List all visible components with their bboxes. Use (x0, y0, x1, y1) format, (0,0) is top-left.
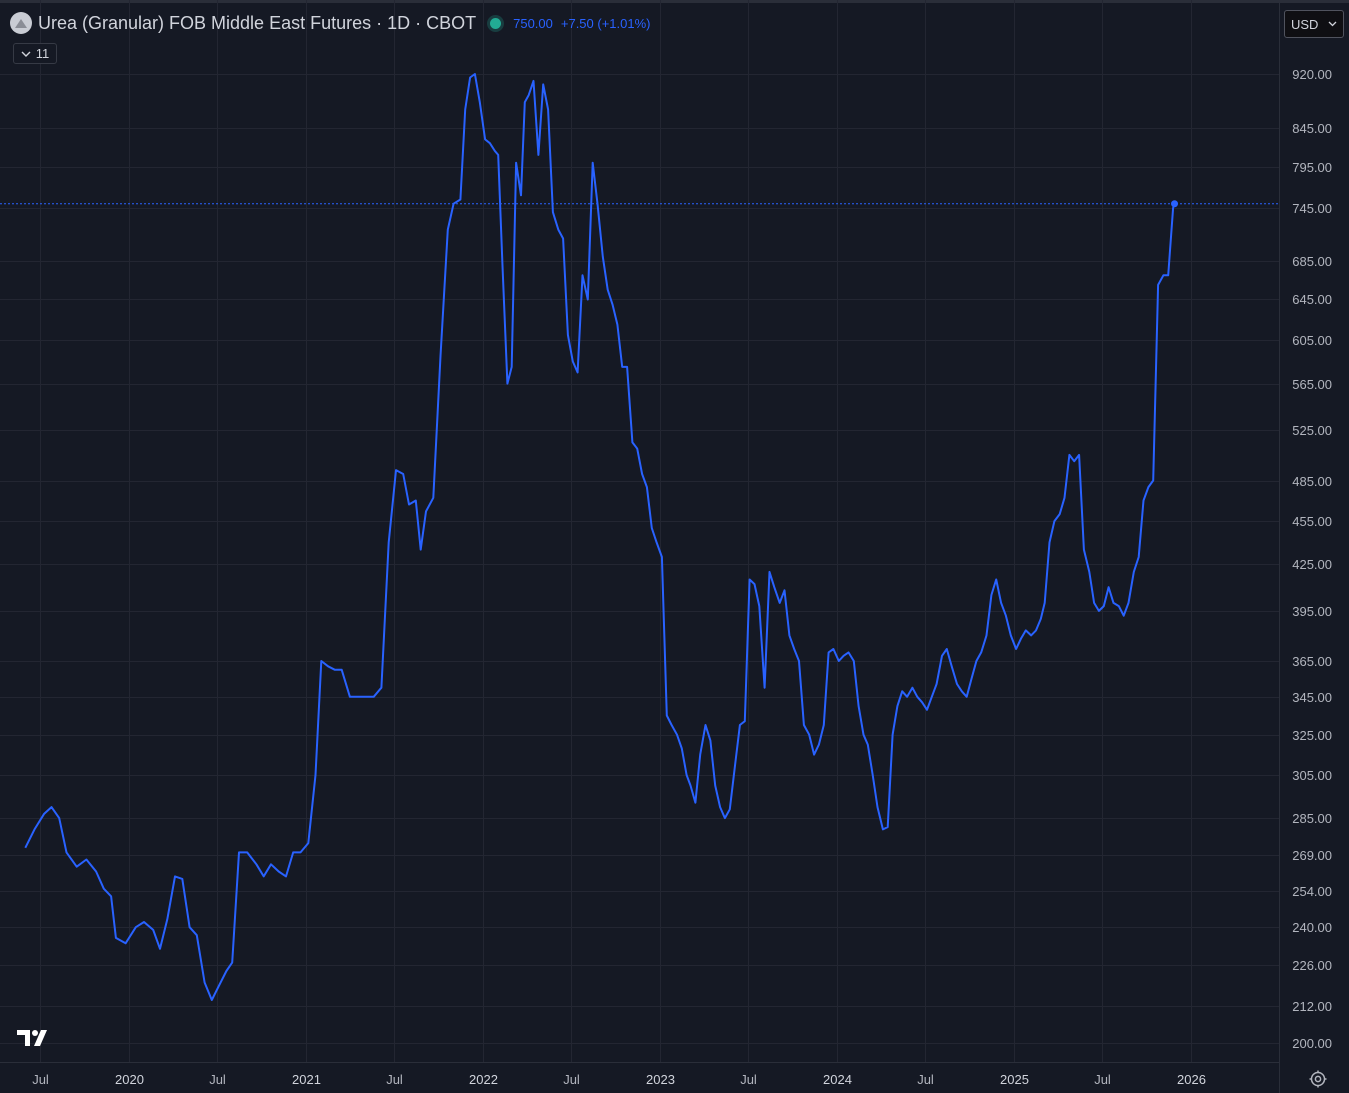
y-tick-label: 395.00 (1292, 604, 1332, 619)
x-tick-label: 2026 (1177, 1072, 1206, 1087)
y-tick-label: 525.00 (1292, 423, 1332, 438)
y-tick-label: 254.00 (1292, 884, 1332, 899)
y-tick-label: 455.00 (1292, 514, 1332, 529)
x-tick-label: Jul (563, 1072, 580, 1087)
y-tick-label: 226.00 (1292, 958, 1332, 973)
x-tick-label: 2020 (115, 1072, 144, 1087)
y-tick-label: 645.00 (1292, 292, 1332, 307)
y-tick-label: 200.00 (1292, 1036, 1332, 1051)
settings-gear-icon[interactable] (1308, 1069, 1328, 1089)
market-status-dot[interactable] (490, 17, 502, 29)
x-tick-label: 2022 (469, 1072, 498, 1087)
time-axis-labels: Jul 2020 Jul 2021 Jul 2022 Jul 2023 Jul 2024 Jul 20… (32, 1072, 1206, 1087)
currency-label: USD (1291, 16, 1319, 32)
symbol-logo-icon (10, 12, 32, 34)
chevron-down-icon (21, 51, 31, 57)
indicator-count: 11 (35, 46, 50, 61)
chevron-down-icon (1328, 21, 1337, 27)
y-tick-label: 285.00 (1292, 811, 1332, 826)
y-tick-label: 745.00 (1292, 201, 1332, 216)
x-tick-label: Jul (917, 1072, 934, 1087)
y-tick-label: 240.00 (1292, 920, 1332, 935)
y-tick-label: 565.00 (1292, 377, 1332, 392)
x-tick-label: 2025 (1000, 1072, 1029, 1087)
last-price: 750.00 (513, 15, 553, 31)
y-tick-label: 212.00 (1292, 999, 1332, 1014)
y-tick-label: 605.00 (1292, 333, 1332, 348)
x-tick-label: Jul (740, 1072, 757, 1087)
tradingview-logo-icon[interactable] (16, 1027, 54, 1047)
symbol-header: Urea (Granular) FOB Middle East Futures … (10, 10, 651, 36)
y-tick-label: 685.00 (1292, 254, 1332, 269)
price-series-line (24, 73, 1176, 1001)
y-tick-label: 795.00 (1292, 160, 1332, 175)
indicators-collapse-button[interactable]: 11 (13, 43, 57, 64)
x-tick-label: Jul (209, 1072, 226, 1087)
symbol-title[interactable]: Urea (Granular) FOB Middle East Futures … (38, 12, 477, 33)
x-tick-label: Jul (1094, 1072, 1111, 1087)
x-tick-label: 2024 (823, 1072, 852, 1087)
last-price-marker (1171, 200, 1179, 208)
y-tick-label: 845.00 (1292, 121, 1332, 136)
x-tick-label: 2021 (292, 1072, 321, 1087)
y-tick-label: 305.00 (1292, 768, 1332, 783)
y-tick-label: 920.00 (1292, 67, 1332, 82)
x-tick-label: Jul (386, 1072, 403, 1087)
y-tick-label: 345.00 (1292, 690, 1332, 705)
price-change: +7.50 (+1.01%) (560, 15, 651, 31)
currency-select[interactable]: USD (1284, 10, 1344, 38)
y-tick-label: 325.00 (1292, 728, 1332, 743)
chart-grid (0, 0, 1279, 1062)
y-tick-label: 425.00 (1292, 557, 1332, 572)
price-axis-labels: 920.00 845.00 795.00 745.00 685.00 645.00 605.… (1292, 67, 1332, 1051)
y-tick-label: 269.00 (1292, 848, 1332, 863)
top-border (0, 0, 1349, 3)
y-tick-label: 365.00 (1292, 654, 1332, 669)
y-tick-label: 485.00 (1292, 474, 1332, 489)
x-tick-label: 2023 (646, 1072, 675, 1087)
x-tick-label: Jul (32, 1072, 49, 1087)
